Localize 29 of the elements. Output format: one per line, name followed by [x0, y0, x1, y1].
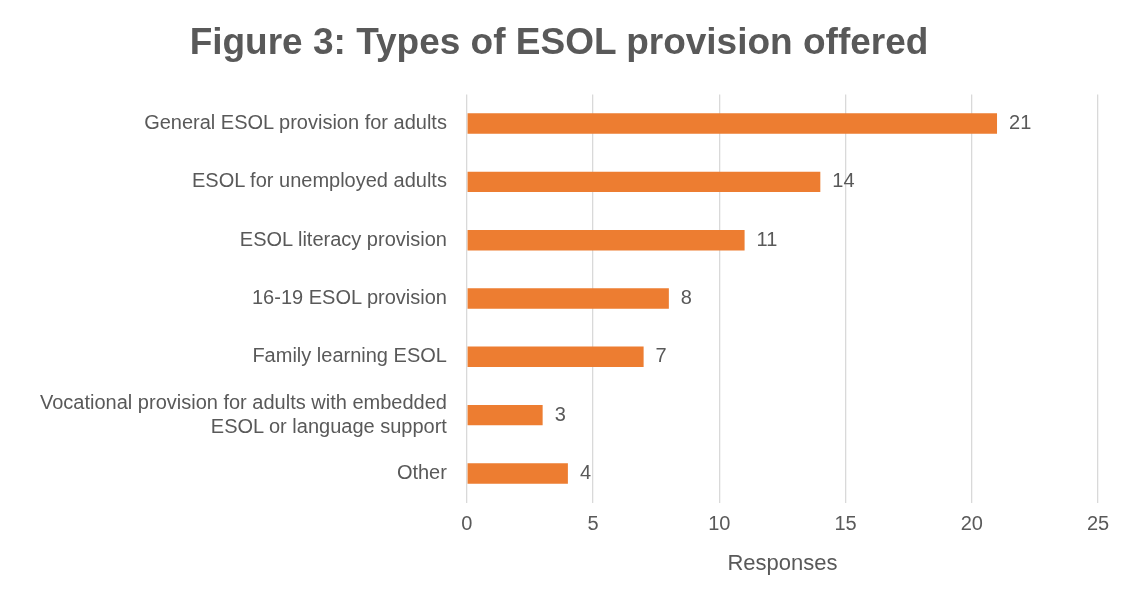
chart-title: Figure 3: Types of ESOL provision offered: [189, 21, 929, 63]
bar: [467, 463, 568, 484]
data-label: 11: [756, 227, 778, 250]
data-label: 8: [680, 286, 692, 309]
y-tick-label: Vocational provision for adults with embedded ESOL or language support: [39, 390, 448, 437]
y-tick-label: Family learning ESOL: [252, 344, 447, 367]
data-label: 3: [554, 402, 566, 425]
x-axis-title: Responses: [727, 549, 838, 575]
data-label: 21: [1009, 111, 1032, 134]
data-label: 7: [655, 344, 667, 367]
bar: [467, 404, 543, 426]
y-tick-label: Other: [396, 460, 448, 483]
y-tick-label: 16-19 ESOL provision: [251, 286, 447, 309]
bar: [467, 171, 821, 193]
y-tick-label: ESOL for unemployed adults: [191, 169, 447, 192]
data-label: 14: [832, 169, 855, 192]
x-tick-label: 15: [834, 512, 857, 535]
bar: [467, 113, 998, 134]
y-tick-label: General ESOL provision for adults: [144, 111, 447, 134]
x-tick-label: 10: [708, 512, 731, 535]
x-tick-label: 0: [461, 512, 473, 535]
y-tick-label: ESOL literacy provision: [239, 227, 447, 250]
bar: [467, 288, 669, 309]
x-tick-label: 25: [1086, 512, 1110, 535]
data-label: 4: [579, 460, 592, 483]
bar: [467, 229, 745, 251]
x-tick-label: 5: [587, 512, 599, 535]
bar: [467, 346, 644, 368]
x-tick-label: 20: [960, 512, 983, 535]
